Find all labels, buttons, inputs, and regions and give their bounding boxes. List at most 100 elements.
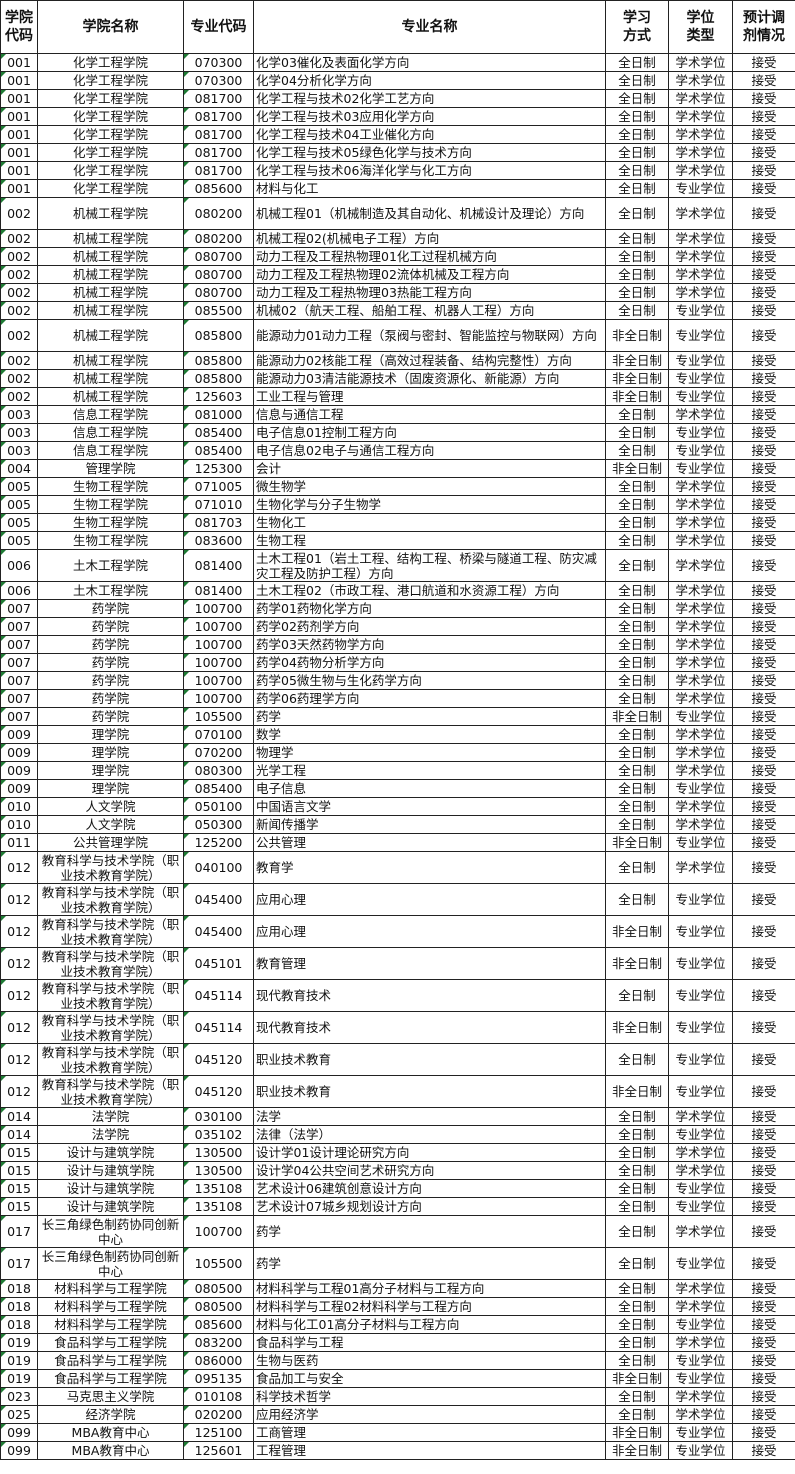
major-code-cell: 081700 [183, 143, 254, 162]
major-name-cell: 应用经济学 [253, 1405, 606, 1424]
adjustment-status-cell: 接受 [732, 513, 795, 532]
degree-type-cell: 学术学位 [668, 197, 733, 230]
adjustment-status-cell: 接受 [732, 1215, 795, 1248]
major-name-cell: 药学06药理学方向 [253, 689, 606, 708]
major-name-cell: 化学工程与技术02化学工艺方向 [253, 89, 606, 108]
college-code-cell: 015 [0, 1143, 38, 1162]
study-mode-cell: 全日制 [605, 1215, 669, 1248]
major-name-cell: 数学 [253, 725, 606, 744]
adjustment-status-cell: 接受 [732, 947, 795, 980]
study-mode-cell: 全日制 [605, 1297, 669, 1316]
major-code-cell: 050300 [183, 815, 254, 834]
adjustment-status-cell: 接受 [732, 635, 795, 654]
college-code-cell: 012 [0, 851, 38, 884]
major-code-cell: 045120 [183, 1075, 254, 1108]
study-mode-cell: 全日制 [605, 161, 669, 180]
major-code-cell: 100700 [183, 1215, 254, 1248]
table-row: 007 药学院 100700 药学05微生物与生化药学方向 全日制 学术学位 接受 [0, 671, 795, 690]
degree-type-cell: 专业学位 [668, 369, 733, 388]
major-code-cell: 035102 [183, 1125, 254, 1144]
major-code-cell: 045114 [183, 979, 254, 1012]
degree-type-cell: 专业学位 [668, 301, 733, 320]
table-row: 009 理学院 085400 电子信息 全日制 专业学位 接受 [0, 779, 795, 798]
college-code-cell: 011 [0, 833, 38, 852]
adjustment-status-cell: 接受 [732, 979, 795, 1012]
study-mode-cell: 全日制 [605, 979, 669, 1012]
table-row: 015 设计与建筑学院 135108 艺术设计06建筑创意设计方向 全日制 专业学位 接受 [0, 1179, 795, 1198]
college-name-cell: 机械工程学院 [37, 265, 184, 284]
college-name-cell: 药学院 [37, 635, 184, 654]
major-name-cell: 药学02药剂学方向 [253, 617, 606, 636]
college-name-cell: 化学工程学院 [37, 179, 184, 198]
major-code-cell: 085800 [183, 369, 254, 388]
major-name-cell: 电子信息02电子与通信工程方向 [253, 441, 606, 460]
table-row: 009 理学院 080300 光学工程 全日制 学术学位 接受 [0, 761, 795, 780]
major-name-cell: 电子信息01控制工程方向 [253, 423, 606, 442]
table-row: 019 食品科学与工程学院 086000 生物与医药 全日制 专业学位 接受 [0, 1351, 795, 1370]
table-row: 012 教育科学与技术学院（职业技术教育学院） 045400 应用心理 非全日制 专业学位… [0, 915, 795, 948]
major-code-cell: 105500 [183, 707, 254, 726]
college-code-cell: 002 [0, 351, 38, 370]
study-mode-cell: 非全日制 [605, 351, 669, 370]
college-code-cell: 010 [0, 815, 38, 834]
study-mode-cell: 全日制 [605, 1143, 669, 1162]
study-mode-cell: 非全日制 [605, 1011, 669, 1044]
major-code-cell: 135108 [183, 1197, 254, 1216]
major-name-cell: 应用心理 [253, 883, 606, 916]
table-row: 003 信息工程学院 085400 电子信息02电子与通信工程方向 全日制 专业学位 接受 [0, 441, 795, 460]
degree-type-cell: 专业学位 [668, 1441, 733, 1460]
college-code-cell: 025 [0, 1405, 38, 1424]
college-name-cell: 机械工程学院 [37, 229, 184, 248]
study-mode-cell: 全日制 [605, 1043, 669, 1076]
major-name-cell: 化学03催化及表面化学方向 [253, 53, 606, 72]
degree-type-cell: 学术学位 [668, 743, 733, 762]
major-code-cell: 085800 [183, 351, 254, 370]
major-code-cell: 105500 [183, 1247, 254, 1280]
table-row: 006 土木工程学院 081400 土木工程01（岩土工程、结构工程、桥梁与隧道工程、… [0, 549, 795, 582]
degree-type-cell: 学术学位 [668, 477, 733, 496]
study-mode-cell: 全日制 [605, 1279, 669, 1298]
college-name-cell: 法学院 [37, 1107, 184, 1126]
adjustment-status-cell: 接受 [732, 161, 795, 180]
major-name-cell: 生物化工 [253, 513, 606, 532]
table-row: 002 机械工程学院 080200 机械工程02(机械电子工程）方向 全日制 学术学位 接受 [0, 229, 795, 248]
college-code-cell: 007 [0, 689, 38, 708]
college-code-cell: 001 [0, 161, 38, 180]
study-mode-cell: 全日制 [605, 761, 669, 780]
degree-type-cell: 专业学位 [668, 351, 733, 370]
study-mode-cell: 全日制 [605, 107, 669, 126]
table-row: 003 信息工程学院 081000 信息与通信工程 全日制 学术学位 接受 [0, 405, 795, 424]
adjustment-status-cell: 接受 [732, 1351, 795, 1370]
degree-type-cell: 学术学位 [668, 53, 733, 72]
major-code-cell: 100700 [183, 653, 254, 672]
major-name-cell: 新闻传播学 [253, 815, 606, 834]
study-mode-cell: 非全日制 [605, 319, 669, 352]
college-code-cell: 009 [0, 743, 38, 762]
study-mode-cell: 非全日制 [605, 1423, 669, 1442]
major-name-cell: 教育学 [253, 851, 606, 884]
adjustment-status-cell: 接受 [732, 851, 795, 884]
header-major-name: 专业名称 [253, 0, 606, 54]
college-name-cell: 药学院 [37, 671, 184, 690]
degree-type-cell: 学术学位 [668, 125, 733, 144]
table-row: 012 教育科学与技术学院（职业技术教育学院） 040100 教育学 全日制 学术学位 接受 [0, 851, 795, 884]
major-code-cell: 080700 [183, 265, 254, 284]
college-code-cell: 015 [0, 1197, 38, 1216]
college-code-cell: 002 [0, 197, 38, 230]
college-code-cell: 009 [0, 761, 38, 780]
major-code-cell: 080500 [183, 1297, 254, 1316]
college-code-cell: 099 [0, 1423, 38, 1442]
table-row: 004 管理学院 125300 会计 非全日制 专业学位 接受 [0, 459, 795, 478]
college-code-cell: 002 [0, 283, 38, 302]
study-mode-cell: 全日制 [605, 301, 669, 320]
adjustment-status-cell: 接受 [732, 617, 795, 636]
degree-type-cell: 专业学位 [668, 387, 733, 406]
study-mode-cell: 全日制 [605, 405, 669, 424]
degree-type-cell: 学术学位 [668, 1215, 733, 1248]
college-code-cell: 007 [0, 671, 38, 690]
study-mode-cell: 全日制 [605, 197, 669, 230]
college-name-cell: 食品科学与工程学院 [37, 1351, 184, 1370]
major-name-cell: 工程管理 [253, 1441, 606, 1460]
adjustment-status-cell: 接受 [732, 815, 795, 834]
